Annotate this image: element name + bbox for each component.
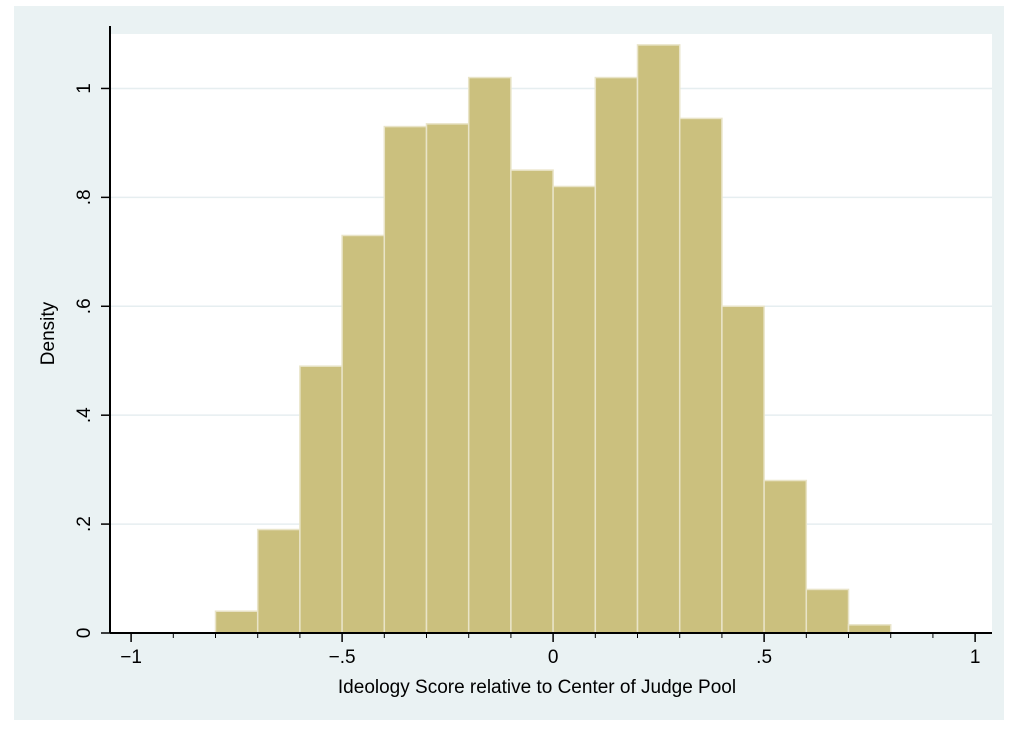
- x-tick-label: 0: [548, 647, 559, 668]
- histogram-bar: [510, 169, 554, 634]
- chart-frame: −1 −.5 0 .5 1 0 .2 .4 .6 .8 1 Ideology Score relat…: [14, 6, 1004, 720]
- y-tick-label: .6: [74, 298, 95, 314]
- axes: [109, 26, 992, 634]
- histogram-bar: [552, 185, 597, 634]
- histogram-bars: [214, 44, 892, 634]
- histogram-bar: [678, 117, 723, 634]
- tick-labels: −1 −.5 0 .5 1 0 .2 .4 .6 .8 1: [74, 83, 980, 668]
- histogram-bar: [721, 305, 765, 634]
- histogram-bar: [847, 624, 892, 634]
- histogram-bar: [383, 125, 428, 634]
- y-tick-label: .4: [74, 407, 95, 423]
- y-tick-label: .8: [74, 189, 95, 205]
- y-tick-label: 1: [74, 83, 95, 94]
- histogram-bar: [594, 76, 639, 634]
- x-axis-title: Ideology Score relative to Center of Jud…: [338, 677, 736, 698]
- histogram-bar: [467, 76, 512, 634]
- histogram-bar: [805, 588, 850, 634]
- histogram-bar: [214, 610, 259, 634]
- histogram-bar: [299, 365, 343, 634]
- y-tick-label: 0: [74, 628, 95, 639]
- histogram-bar: [636, 44, 681, 634]
- x-tick-label: −.5: [329, 647, 356, 668]
- y-axis-title: Density: [38, 301, 59, 365]
- histogram-bar: [256, 528, 301, 634]
- tick-marks: [101, 87, 976, 642]
- histogram-bar: [425, 123, 470, 634]
- histogram-chart: −1 −.5 0 .5 1 0 .2 .4 .6 .8 1 Ideology Score relat…: [38, 26, 992, 698]
- x-tick-label: 1: [970, 647, 981, 668]
- x-tick-label: −1: [120, 647, 142, 668]
- histogram-bar: [763, 479, 808, 634]
- histogram-bar: [341, 234, 386, 634]
- x-tick-label: .5: [756, 647, 772, 668]
- y-tick-label: .2: [74, 516, 95, 532]
